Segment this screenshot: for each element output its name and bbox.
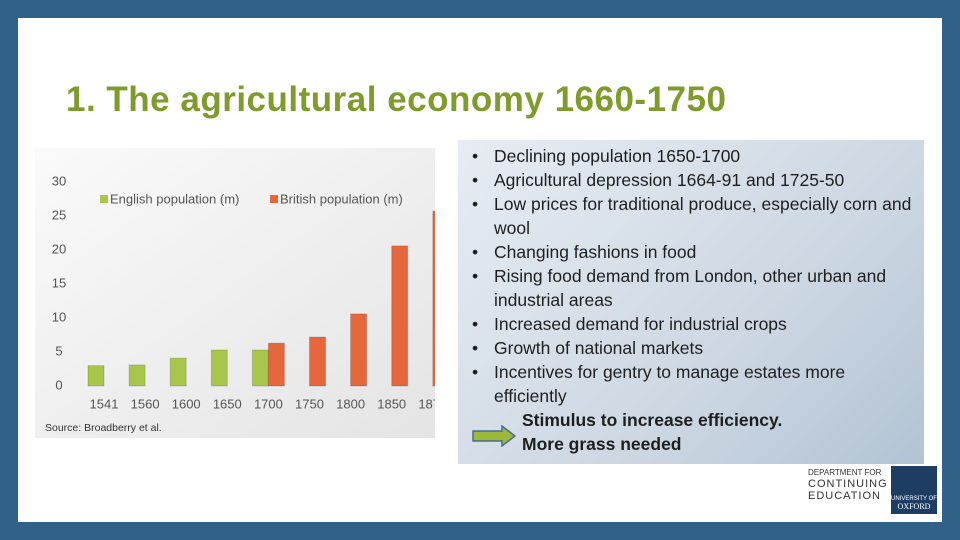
logo-text: UNIVERSITY OF <box>891 496 937 502</box>
y-tick-label: 25 <box>52 207 66 222</box>
logo-text: EDUCATION <box>808 490 881 502</box>
department-logo: DEPARTMENT FOR CONTINUING EDUCATION <box>808 468 888 502</box>
bullet: Low prices for traditional produce, espe… <box>472 192 914 240</box>
oxford-logo: UNIVERSITY OF OXFORD <box>891 466 937 514</box>
bullet: Agricultural depression 1664-91 and 1725… <box>472 168 914 192</box>
bar <box>210 349 228 387</box>
x-tick-label: 1850 <box>377 396 406 411</box>
slide-title: 1. The agricultural economy 1660-1750 <box>66 80 727 119</box>
bullet: Increased demand for industrial crops <box>472 312 914 336</box>
conclusion-line: More grass needed <box>522 434 682 454</box>
bullet-list: Declining population 1650-1700Agricultur… <box>464 144 914 408</box>
y-tick-label: 30 <box>52 173 66 188</box>
bullet: Incentives for gentry to manage estates … <box>472 360 914 408</box>
x-tick-label: 1800 <box>336 396 365 411</box>
legend-label: British population (m) <box>280 191 403 206</box>
conclusion: Stimulus to increase efficiency. More gra… <box>522 408 782 456</box>
bullet: Declining population 1650-1700 <box>472 144 914 168</box>
bar <box>169 357 187 387</box>
x-tick-label: 1650 <box>213 396 242 411</box>
bar <box>128 364 146 387</box>
slide: 1. The agricultural economy 1660-1750 0 5… <box>18 18 942 522</box>
bar <box>309 336 326 387</box>
y-tick-label: 20 <box>52 241 66 256</box>
legend-swatch <box>270 195 278 203</box>
arrow <box>472 425 516 447</box>
y-tick-label: 0 <box>55 377 62 392</box>
y-tick-label: 15 <box>52 275 66 290</box>
logos: DEPARTMENT FOR CONTINUING EDUCATION UNIVER… <box>808 466 938 516</box>
chart: 0 5 10 15 20 25 30 English population (m) Britis… <box>35 148 435 438</box>
x-tick-label: 1541 <box>90 396 119 411</box>
bullet: Changing fashions in food <box>472 240 914 264</box>
text-box: Declining population 1650-1700Agricultur… <box>458 140 924 464</box>
x-tick-label: 1870 <box>418 396 435 411</box>
x-tick-label: 1750 <box>295 396 324 411</box>
logo-text: DEPARTMENT FOR <box>808 468 882 477</box>
bullet: Growth of national markets <box>472 336 914 360</box>
bar <box>267 342 285 387</box>
bar <box>251 349 269 387</box>
x-tick-label: 1560 <box>131 396 160 411</box>
bar <box>391 245 409 387</box>
logo-text: CONTINUING <box>808 478 888 490</box>
bar <box>432 210 435 387</box>
bullet: Rising food demand from London, other ur… <box>472 264 914 312</box>
x-tick-label: 1600 <box>172 396 201 411</box>
x-tick-label: 1700 <box>254 396 283 411</box>
bar <box>350 313 368 387</box>
logo-text: OXFORD <box>897 502 931 511</box>
chart-source: Source: Broadberry et al. <box>45 422 162 434</box>
legend-label: English population (m) <box>110 191 239 206</box>
y-tick-label: 10 <box>52 309 66 324</box>
y-tick-label: 5 <box>55 343 62 358</box>
legend-swatch <box>100 195 108 203</box>
conclusion-line: Stimulus to increase efficiency. <box>522 410 783 430</box>
bar <box>87 365 105 387</box>
